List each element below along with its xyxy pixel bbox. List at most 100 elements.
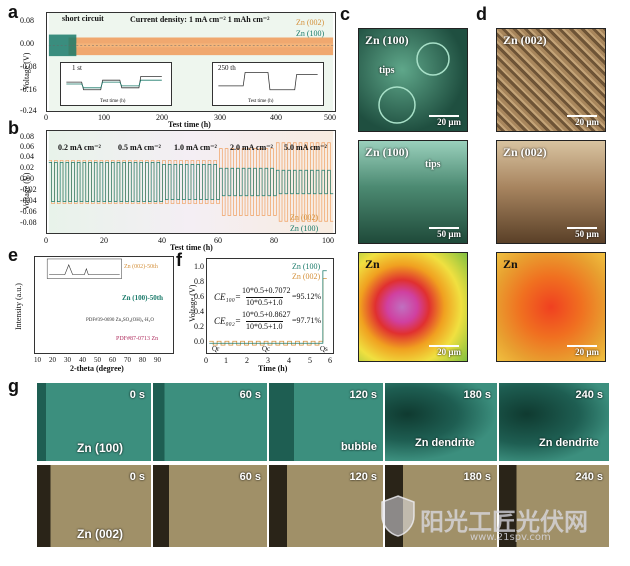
f-xtick: 1: [224, 356, 228, 365]
a-ytick: -0.08: [20, 62, 37, 71]
f-xtick: 4: [287, 356, 291, 365]
b-xtick: 60: [214, 236, 222, 245]
watermark-shield-icon: [381, 495, 415, 537]
panel-letter-g: g: [8, 376, 19, 396]
watermark-text: 阳光工匠光伏网: [420, 508, 588, 536]
e-xtick: 20: [49, 356, 56, 364]
a-inset-2: [212, 62, 324, 106]
a-xtick: 500: [324, 113, 336, 122]
panel-e-ylabel: Intensity (a.u.): [14, 283, 23, 330]
f-ytick: 0.2: [194, 322, 204, 331]
scale-bar: [429, 115, 459, 117]
panel-letter-e: e: [8, 245, 19, 265]
scale-bar: [429, 345, 459, 347]
g-time: 240 s: [575, 471, 603, 483]
b-ytick: 0.02: [20, 163, 34, 172]
a-conditions-label: Current density: 1 mA cm⁻² 1 mAh cm⁻²: [130, 15, 270, 24]
a-inset2-title: 250 th: [218, 64, 236, 72]
c-mapping: Zn 20 μm: [358, 252, 468, 362]
f-legend-002: Zn (002): [292, 272, 321, 281]
d-top-label: Zn (002): [503, 33, 547, 47]
f-q-label: Qs: [320, 345, 328, 353]
b-rate-label: 2.0 mA cm⁻²: [230, 143, 273, 152]
f-ytick: 0.4: [194, 307, 204, 316]
b-rate-label: 0.2 mA cm⁻²: [58, 143, 101, 152]
g-frame-100-180s: 180 s Zn dendrite: [384, 382, 498, 462]
g-time: 0 s: [129, 389, 145, 401]
b-voltage-trace: [48, 162, 334, 202]
e-trace-label: PDF#87-0713 Zn: [116, 336, 159, 342]
panel-letter-a: a: [8, 2, 19, 22]
f-eq1-den: 10*0.5+1.0: [246, 297, 283, 307]
f-xtick: 0: [204, 356, 208, 365]
g-frame-002-120s: 120 s: [268, 464, 384, 548]
panel-b-xlabel: Test time (h): [170, 243, 213, 252]
a-inset2-xlabel: Test time (h): [248, 99, 274, 104]
f-xtick: 3: [266, 356, 270, 365]
f-ytick: 0.0: [194, 337, 204, 346]
panel-f-ylabel: Voltage (V): [188, 284, 197, 322]
f-eq2-num: 10*0.5+0.8627: [242, 310, 291, 319]
g-frame-100-240s: 240 s Zn dendrite: [498, 382, 610, 462]
a-xtick: 400: [270, 113, 282, 122]
a-ytick: 0.00: [20, 39, 34, 48]
a-xtick: 100: [98, 113, 110, 122]
scale-bar: [567, 345, 597, 347]
panel-letter-b: b: [8, 118, 19, 138]
d-mapping: Zn 20 μm: [496, 252, 606, 362]
b-ytick: 0.08: [20, 132, 34, 141]
e-xtick: 30: [64, 356, 71, 364]
panel-letter-c: c: [340, 4, 351, 24]
b-ytick: 0.00: [20, 174, 34, 183]
c-bot-scale: 20 μm: [437, 347, 461, 357]
a-inset-1: [60, 62, 172, 106]
g-frame-100-120s: 120 s bubble: [268, 382, 384, 462]
g-time: 60 s: [239, 389, 261, 401]
b-rate-label: 5.0 mA cm⁻²: [284, 143, 327, 152]
f-q-label: Qr: [212, 345, 220, 353]
e-xtick: 50: [94, 356, 101, 364]
panel-e-xlabel: 2-theta (degree): [70, 364, 124, 373]
g-frame-002-240s: 240 s: [498, 464, 610, 548]
a-inset1-xlabel: Test time (h): [100, 99, 126, 104]
b-ytick: -0.08: [20, 218, 37, 227]
g-time: 0 s: [129, 471, 145, 483]
c-sem-mid: Zn (100) tips 50 μm: [358, 140, 468, 244]
e-xtick: 70: [124, 356, 131, 364]
b-rate-label: 0.5 mA cm⁻²: [118, 143, 161, 152]
a-ytick: 0.08: [20, 16, 34, 25]
scale-bar: [567, 227, 597, 229]
f-xtick: 5: [308, 356, 312, 365]
b-ytick: 0.04: [20, 152, 34, 161]
f-legend-100: Zn (100): [292, 262, 321, 271]
b-legend-002: Zn (002): [290, 213, 319, 222]
d-sem-top: Zn (002) 20 μm: [496, 28, 606, 132]
a-legend-100: Zn (100): [296, 29, 325, 38]
e-trace-label: Zn (002)-50th: [124, 264, 158, 270]
b-ytick: 0.06: [20, 142, 34, 151]
a-inset1-title: 1 st: [72, 64, 82, 72]
a-short-circuit-label: short circuit: [62, 14, 104, 23]
f-q-label: Qc: [262, 345, 271, 353]
d-mid-scale: 50 μm: [575, 229, 599, 239]
g-time: 240 s: [575, 389, 603, 401]
e-xtick: 90: [154, 356, 161, 364]
panel-letter-f: f: [176, 250, 182, 270]
b-xtick: 20: [100, 236, 108, 245]
b-ytick: -0.06: [20, 207, 37, 216]
g-time: 180 s: [463, 389, 491, 401]
f-xtick: 2: [245, 356, 249, 365]
f-eq2-den: 10*0.5+1.0: [246, 321, 283, 331]
a-legend-002: Zn (002): [296, 18, 325, 27]
e-xtick: 60: [109, 356, 116, 364]
f-eq1-lhs: CE₁₀₀=: [214, 292, 241, 302]
d-bot-label: Zn: [503, 257, 518, 271]
g-dendrite-label: Zn dendrite: [415, 437, 475, 449]
a-ytick: -0.24: [20, 106, 37, 115]
g-time: 180 s: [463, 471, 491, 483]
e-xtick: 10: [34, 356, 41, 364]
f-eq2-lhs: CE₀₀₂=: [214, 316, 241, 326]
c-mid-tips: tips: [425, 159, 441, 170]
f-xtick: 6: [328, 356, 332, 365]
b-xtick: 0: [44, 236, 48, 245]
